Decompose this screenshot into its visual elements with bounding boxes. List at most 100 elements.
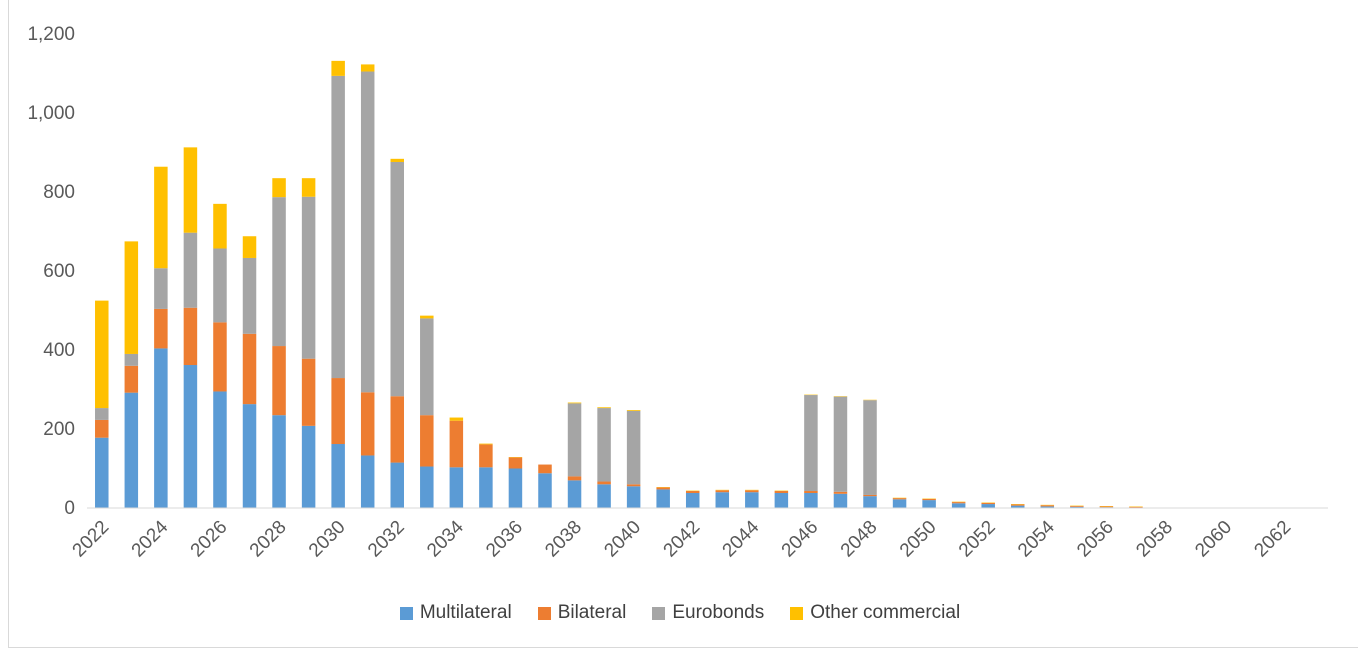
bar-multilateral-2054 bbox=[1040, 506, 1055, 508]
bar-eurobonds-2040 bbox=[626, 410, 641, 485]
bar-multilateral-2029 bbox=[301, 425, 316, 508]
bar-eurobonds-2024 bbox=[154, 268, 168, 309]
bar-bilateral-2035 bbox=[479, 444, 493, 468]
bar-eurobonds-2033 bbox=[420, 318, 434, 416]
y-tick-label: 1,000 bbox=[27, 103, 75, 124]
legend-label: Bilateral bbox=[557, 602, 627, 623]
x-tick-label: 2030 bbox=[305, 517, 350, 562]
legend-label: Other commercial bbox=[810, 602, 961, 623]
bar-multilateral-2030 bbox=[331, 444, 345, 508]
bar-multilateral-2033 bbox=[420, 466, 434, 508]
bar-bilateral-2027 bbox=[242, 333, 257, 405]
x-tick-label: 2032 bbox=[364, 517, 409, 562]
bar-bilateral-2043 bbox=[715, 490, 730, 493]
bar-bilateral-2054 bbox=[1040, 505, 1055, 507]
bar-multilateral-2045 bbox=[774, 492, 789, 508]
x-tick-label: 2052 bbox=[955, 517, 1000, 562]
y-tick-label: 200 bbox=[43, 419, 75, 440]
x-tick-label: 2024 bbox=[128, 516, 173, 561]
bar-bilateral-2038 bbox=[567, 476, 582, 481]
bar-multilateral-2044 bbox=[745, 492, 759, 508]
bar-bilateral-2048 bbox=[863, 494, 877, 497]
bar-multilateral-2026 bbox=[213, 391, 227, 508]
bar-multilateral-2028 bbox=[272, 415, 286, 508]
bar-bilateral-2023 bbox=[124, 365, 139, 393]
bar-multilateral-2039 bbox=[597, 484, 611, 508]
x-tick-label: 2026 bbox=[187, 517, 232, 562]
bar-bilateral-2050 bbox=[922, 498, 936, 501]
legend-item-other-commercial: Other commercial bbox=[790, 602, 960, 624]
bar-multilateral-2046 bbox=[804, 492, 818, 508]
bar-eurobonds-2029 bbox=[301, 196, 316, 359]
bar-eurobonds-2048 bbox=[863, 400, 877, 495]
bar-other-commercial-2026 bbox=[213, 203, 227, 249]
bar-bilateral-2029 bbox=[301, 358, 316, 426]
x-tick-label: 2034 bbox=[423, 516, 468, 561]
bar-bilateral-2040 bbox=[626, 484, 641, 487]
bar-bilateral-2034 bbox=[449, 420, 464, 468]
bar-multilateral-2024 bbox=[154, 348, 168, 508]
bar-bilateral-2057 bbox=[1129, 506, 1143, 508]
bar-multilateral-2043 bbox=[715, 492, 730, 508]
bar-other-commercial-2025 bbox=[183, 147, 198, 233]
bar-eurobonds-2022 bbox=[95, 408, 109, 420]
bar-bilateral-2042 bbox=[685, 491, 700, 493]
x-tick-label: 2058 bbox=[1132, 517, 1177, 562]
legend: Multilateral Bilateral Eurobonds Other comm… bbox=[0, 602, 1360, 624]
bar-bilateral-2046 bbox=[804, 491, 818, 493]
stacked-bar-chart: 0 200 400 600 800 1,000 1,200 2022 2024 2026 2028… bbox=[27, 24, 1328, 561]
bar-other-commercial-2033 bbox=[420, 315, 434, 319]
x-tick-label: 2046 bbox=[778, 517, 823, 562]
bar-other-commercial-2024 bbox=[154, 166, 168, 269]
bar-other-commercial-2029 bbox=[301, 178, 316, 197]
y-tick-label: 600 bbox=[43, 261, 75, 282]
bar-eurobonds-2026 bbox=[213, 248, 227, 323]
x-tick-label: 2022 bbox=[69, 517, 114, 562]
bar-bilateral-2025 bbox=[183, 307, 198, 366]
bar-bilateral-2032 bbox=[390, 396, 404, 463]
bar-other-commercial-2039 bbox=[597, 407, 611, 409]
legend-swatch bbox=[537, 606, 551, 620]
y-axis: 0 200 400 600 800 1,000 1,200 bbox=[27, 24, 75, 519]
bar-multilateral-2035 bbox=[479, 467, 493, 508]
bar-multilateral-2053 bbox=[1011, 505, 1025, 508]
bar-eurobonds-2028 bbox=[272, 197, 286, 347]
bar-bilateral-2036 bbox=[508, 457, 523, 469]
bar-bilateral-2037 bbox=[538, 464, 552, 474]
bar-eurobonds-2025 bbox=[183, 232, 198, 308]
bar-eurobonds-2030 bbox=[331, 75, 345, 379]
bar-bilateral-2047 bbox=[833, 491, 848, 494]
x-tick-label: 2036 bbox=[482, 517, 527, 562]
bar-multilateral-2055 bbox=[1070, 506, 1084, 508]
bar-other-commercial-2040 bbox=[626, 410, 641, 411]
bar-multilateral-2032 bbox=[390, 462, 404, 508]
bar-bilateral-2031 bbox=[360, 392, 375, 456]
bar-multilateral-2040 bbox=[626, 486, 641, 508]
x-tick-label: 2040 bbox=[600, 517, 645, 562]
y-tick-label: 0 bbox=[64, 498, 75, 519]
bar-multilateral-2048 bbox=[863, 496, 877, 508]
bar-multilateral-2052 bbox=[981, 504, 995, 508]
bar-multilateral-2036 bbox=[508, 468, 523, 508]
y-tick-label: 400 bbox=[43, 340, 75, 361]
legend-item-multilateral: Multilateral bbox=[399, 602, 512, 624]
bar-bilateral-2049 bbox=[892, 498, 907, 500]
bar-multilateral-2034 bbox=[449, 467, 464, 508]
legend-label: Multilateral bbox=[419, 602, 512, 623]
bar-other-commercial-2034 bbox=[449, 417, 464, 421]
bar-other-commercial-2027 bbox=[242, 236, 257, 258]
legend-swatch bbox=[652, 606, 666, 620]
bar-bilateral-2045 bbox=[774, 491, 789, 493]
bar-multilateral-2042 bbox=[685, 492, 700, 508]
bar-multilateral-2047 bbox=[833, 493, 848, 508]
x-axis: 2022 2024 2026 2028 2030 2032 2034 2036 2038 2040… bbox=[69, 516, 1296, 561]
bar-multilateral-2031 bbox=[360, 455, 375, 508]
bar-bilateral-2028 bbox=[272, 346, 286, 416]
bar-multilateral-2025 bbox=[183, 365, 198, 508]
y-tick-label: 1,200 bbox=[27, 24, 75, 45]
bar-multilateral-2041 bbox=[656, 489, 670, 508]
bar-bilateral-2044 bbox=[745, 490, 759, 493]
bar-other-commercial-2038 bbox=[567, 402, 582, 404]
bar-multilateral-2038 bbox=[567, 480, 582, 508]
bar-bilateral-2033 bbox=[420, 415, 434, 467]
